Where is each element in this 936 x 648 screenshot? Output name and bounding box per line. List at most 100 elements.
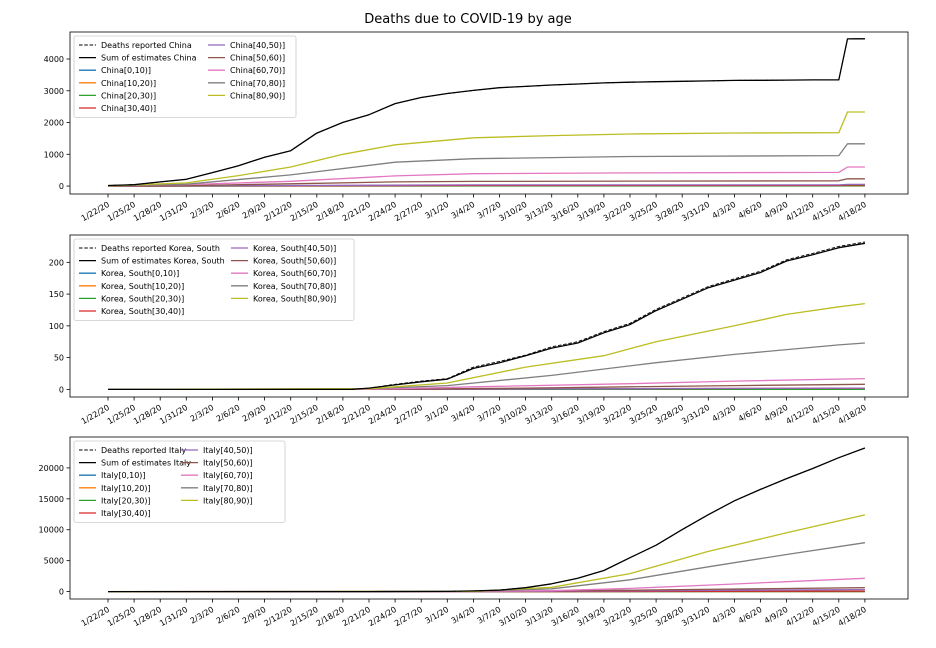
x-tick-label: 3/25/20 bbox=[628, 605, 659, 628]
legend-label: Sum of estimates Korea, South bbox=[101, 257, 225, 266]
legend-label: Italy[40,50)] bbox=[203, 446, 253, 455]
x-tick-label: 3/1/20 bbox=[423, 403, 450, 424]
x-tick-label: 3/16/20 bbox=[550, 403, 581, 426]
series-line bbox=[108, 242, 866, 391]
y-tick-label: 1000 bbox=[44, 150, 64, 159]
x-tick-label: 4/12/20 bbox=[784, 403, 815, 426]
legend-label: China[40,50)] bbox=[230, 41, 285, 50]
legend-label: Korea, South[40,50)] bbox=[253, 244, 336, 253]
series-lines bbox=[107, 447, 866, 593]
x-tick-label: 2/27/20 bbox=[393, 605, 424, 628]
x-tick-label: 3/25/20 bbox=[628, 200, 659, 223]
x-tick-label: 3/13/20 bbox=[523, 200, 554, 223]
chart-panel: 0 50 100 150 200 1/22/201/25/201/28/201/31/20… bbox=[49, 234, 909, 426]
x-tick-label: 3/31/20 bbox=[680, 403, 711, 426]
x-tick-label: 4/15/20 bbox=[811, 605, 842, 628]
x-tick-label: 2/24/20 bbox=[367, 200, 398, 223]
x-tick-label: 2/12/20 bbox=[262, 605, 293, 628]
x-tick-label: 3/22/20 bbox=[602, 605, 633, 628]
x-tick-label: 4/18/20 bbox=[837, 403, 868, 426]
x-tick-label: 4/18/20 bbox=[837, 200, 868, 223]
axes-frame bbox=[69, 436, 909, 600]
series-line bbox=[107, 38, 865, 186]
legend-label: China[10,20)] bbox=[101, 79, 156, 88]
legend-box bbox=[73, 35, 297, 118]
legend-label: China[20,30)] bbox=[101, 91, 156, 100]
x-tick-label: 1/31/20 bbox=[158, 605, 189, 628]
legend-label: Italy[30,40)] bbox=[101, 509, 151, 518]
figure-title: Deaths due to COVID-19 by age bbox=[364, 12, 572, 27]
legend-label: China[60,70)] bbox=[230, 66, 285, 75]
x-tick-label: 1/25/20 bbox=[106, 403, 137, 426]
x-tick-label: 4/6/20 bbox=[737, 605, 764, 626]
x-tick-label: 2/24/20 bbox=[367, 605, 398, 628]
legend-label: Sum of estimates China bbox=[101, 54, 197, 63]
x-tick-label: 2/24/20 bbox=[367, 403, 398, 426]
x-tick-label: 2/3/20 bbox=[189, 200, 216, 221]
x-tick-label: 4/12/20 bbox=[784, 200, 815, 223]
y-tick-label: 150 bbox=[49, 290, 64, 299]
y-tick-label: 0 bbox=[59, 588, 64, 597]
x-tick-label: 3/31/20 bbox=[680, 605, 711, 628]
legend-label: Italy[0,10)] bbox=[101, 471, 146, 480]
series-line bbox=[107, 542, 865, 593]
legend-label: Italy[50,60)] bbox=[203, 459, 253, 468]
y-tick-label: 0 bbox=[59, 182, 64, 191]
x-tick-label: 3/25/20 bbox=[628, 403, 659, 426]
x-tick-label: 1/25/20 bbox=[106, 200, 137, 223]
x-tick-label: 3/22/20 bbox=[602, 200, 633, 223]
y-tick-label: 3000 bbox=[44, 87, 64, 96]
x-tick-label: 3/19/20 bbox=[576, 605, 607, 628]
x-tick-label: 3/31/20 bbox=[680, 200, 711, 223]
legend-label: Deaths reported China bbox=[101, 41, 192, 50]
legend-label: Korea, South[80,90)] bbox=[253, 294, 336, 303]
series-lines bbox=[107, 241, 866, 391]
x-tick-label: 1/22/20 bbox=[80, 200, 111, 223]
y-tick-label: 4000 bbox=[44, 55, 64, 64]
x-tick-label: 1/28/20 bbox=[132, 403, 163, 426]
x-tick-label: 4/12/20 bbox=[784, 605, 815, 628]
axes-frame bbox=[69, 234, 909, 398]
x-tick-label: 4/18/20 bbox=[837, 605, 868, 628]
x-tick-label: 3/10/20 bbox=[497, 605, 528, 628]
x-tick-label: 3/1/20 bbox=[423, 200, 450, 221]
x-tick-label: 4/6/20 bbox=[737, 200, 764, 221]
x-tick-label: 3/1/20 bbox=[423, 605, 450, 626]
x-tick-label: 4/3/20 bbox=[711, 403, 738, 424]
x-tick-label: 2/15/20 bbox=[289, 605, 320, 628]
legend-label: China[80,90)] bbox=[230, 91, 285, 100]
legend-label: Korea, South[20,30)] bbox=[101, 294, 184, 303]
x-tick-label: 3/19/20 bbox=[576, 200, 607, 223]
x-tick-label: 1/25/20 bbox=[106, 605, 137, 628]
x-tick-label: 2/21/20 bbox=[341, 200, 372, 223]
series-line bbox=[107, 514, 866, 593]
x-tick-label: 2/21/20 bbox=[341, 605, 372, 628]
x-tick-label: 2/6/20 bbox=[215, 605, 242, 626]
y-tick-label: 5000 bbox=[44, 557, 64, 566]
series-line bbox=[108, 241, 865, 390]
y-tick-label: 200 bbox=[49, 258, 64, 267]
x-tick-label: 2/12/20 bbox=[262, 200, 293, 223]
legend-label: Italy[60,70)] bbox=[203, 471, 253, 480]
y-tick-label: 100 bbox=[49, 322, 64, 331]
series-line bbox=[108, 447, 866, 593]
x-tick-label: 2/18/20 bbox=[315, 200, 346, 223]
chart-panel: 0 5000 10000 15000 20000 1/22/201/25/201/28/2… bbox=[39, 436, 909, 628]
legend-label: China[50,60)] bbox=[230, 54, 285, 63]
x-tick-label: 2/12/20 bbox=[262, 403, 293, 426]
x-tick-label: 3/13/20 bbox=[523, 605, 554, 628]
legend-label: Korea, South[60,70)] bbox=[253, 269, 336, 278]
x-tick-label: 2/15/20 bbox=[289, 200, 320, 223]
x-tick-label: 3/28/20 bbox=[654, 605, 685, 628]
chart-panel: 0 1000 2000 3000 4000 1/22/201/25/201/28/201/… bbox=[44, 31, 909, 223]
x-tick-label: 3/13/20 bbox=[523, 403, 554, 426]
x-tick-label: 4/3/20 bbox=[711, 200, 738, 221]
legend-box bbox=[73, 440, 286, 523]
x-tick-label: 2/27/20 bbox=[393, 200, 424, 223]
legend-label: Deaths reported Korea, South bbox=[101, 244, 220, 253]
y-tick-label: 10000 bbox=[39, 526, 64, 535]
legend-label: Sum of estimates Italy bbox=[101, 459, 191, 468]
x-tick-label: 2/6/20 bbox=[215, 403, 242, 424]
x-tick-label: 1/22/20 bbox=[80, 605, 111, 628]
legend-box bbox=[73, 238, 355, 321]
